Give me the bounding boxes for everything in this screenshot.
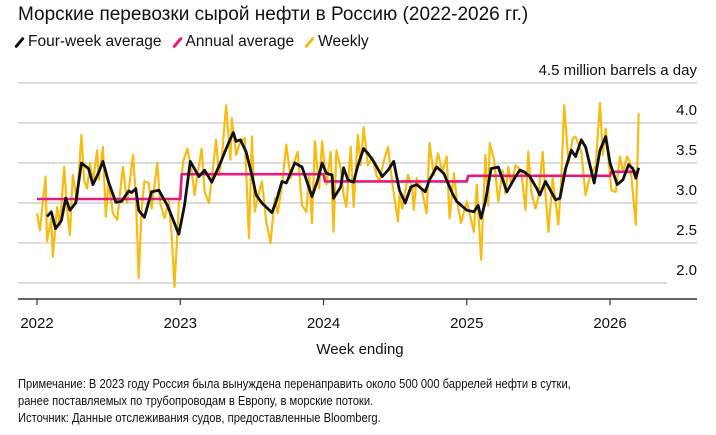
legend: Four-week average Annual average Weekly [14,33,369,51]
chart-title: Морские перевозки сырой нефти в Россию (… [18,4,529,25]
four-week-average-line [45,131,641,236]
x-axis-title: Week ending [316,341,403,358]
legend-label: Weekly [318,33,369,50]
legend-item-weekly: Weekly [304,33,369,51]
y-tick-label: 3.5 [676,142,697,159]
x-tick-label: 2025 [450,315,483,332]
legend-item-four-week: Four-week average [14,33,162,51]
y-tick-label: 4.5 million barrels a day [539,62,698,79]
source-line: Источник: Данные отслеживания судов, пре… [18,410,381,425]
legend-label: Four-week average [28,33,162,50]
y-tick-label: 3.0 [676,182,697,199]
x-tick-label: 2026 [593,315,626,332]
weekly-line [35,101,640,289]
x-tick-label: 2024 [307,315,340,332]
y-tick-label: 2.5 [676,222,697,239]
legend-item-annual: Annual average [171,33,295,51]
note-line-1: Примечание: В 2023 году Россия была выну… [18,376,571,391]
y-tick-label: 4.0 [676,102,697,119]
y-tick-label: 2.0 [676,262,697,279]
annual-average-line [37,170,639,201]
note-line-2: ранее поставляемых по трубопроводам в Ев… [18,393,374,408]
x-tick-label: 2022 [20,315,53,332]
x-tick-label: 2023 [164,315,197,332]
legend-label: Annual average [185,33,295,50]
